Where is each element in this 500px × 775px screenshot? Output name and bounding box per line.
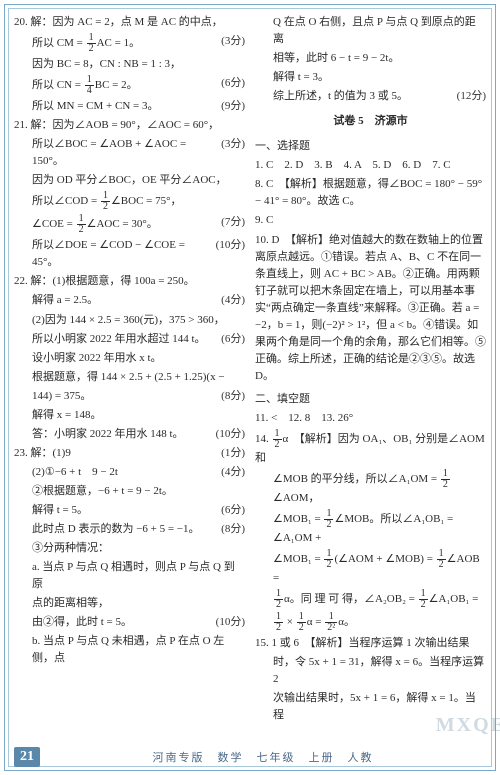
q21-l5: ∠COE = 12∠AOC = 30°。 (7分) <box>14 214 245 235</box>
q15-c: 次输出结果时，5x + 1 = 6，解得 x = 1。当程 <box>255 690 486 724</box>
cont-l2: 相等，此时 6 − t = 9 − 2t。 <box>255 50 486 67</box>
page-number: 21 <box>14 747 40 767</box>
q21-l6: 所以∠DOE = ∠COD − ∠COE = 45°。(10分) <box>14 237 245 271</box>
mc-line: 1. C 2. D 3. B 4. A 5. D 6. D 7. C <box>255 157 486 174</box>
q14-a: 14. 12α 【解析】因为 OA₁、OB₁ 分别是∠AOM 和 <box>255 429 486 467</box>
cont-l3: 解得 t = 3。 <box>255 69 486 86</box>
paper-title: 试卷 5 济源市 <box>255 113 486 130</box>
q22-l1: 22. 解：(1)根据题意，得 100a = 250。 <box>14 273 245 290</box>
q14-d: ∠MOB₁ = 12(∠AOM + ∠MOB) = 12∠AOB = <box>255 549 486 587</box>
fill-line: 11. < 12. 8 13. 26° <box>255 410 486 427</box>
cont-l4: 综上所述，t 的值为 3 或 5。(12分) <box>255 88 486 105</box>
q20-l5: 所以 MN = CM + CN = 3。(9分) <box>14 98 245 115</box>
q22-l8: 解得 x = 148。 <box>14 407 245 424</box>
q23-l7: a. 当点 P 与点 Q 相遇时，则点 P 与点 Q 到原 <box>14 559 245 593</box>
footer-text: 河南专版 数学 七年级 上册 人教 <box>40 749 486 765</box>
q15-b: 时，令 5x + 1 = 31，解得 x = 6。当程序运算 2 <box>255 654 486 688</box>
q22-l7: 144) = 375。(8分) <box>14 388 245 405</box>
q21-l2: 所以∠BOC = ∠AOB + ∠AOC = 150°。(3分) <box>14 136 245 170</box>
q23-l1: 23. 解：(1)9(1分) <box>14 445 245 462</box>
q22-l4: 所以小明家 2022 年用水超过 144 t。(6分) <box>14 331 245 348</box>
q21-l3: 因为 OD 平分∠BOC，OE 平分∠AOC， <box>14 172 245 189</box>
section-2: 二、填空题 <box>255 391 486 408</box>
cont-l1: Q 在点 O 右侧，且点 P 与点 Q 到原点的距离 <box>255 14 486 48</box>
left-column: 20. 解：因为 AC = 2，点 M 是 AC 的中点， 所以 CM = 12… <box>14 14 245 741</box>
right-column: Q 在点 O 右侧，且点 P 与点 Q 到原点的距离 相等，此时 6 − t =… <box>255 14 486 741</box>
q23-l4: 解得 t = 5。(6分) <box>14 502 245 519</box>
q22-l6: 根据题意，得 144 × 2.5 + (2.5 + 1.25)(x − <box>14 369 245 386</box>
q10: 10. D 【解析】绝对值越大的数在数轴上的位置离原点越远。①错误。若点 A、B… <box>255 232 486 385</box>
q14-c: ∠MOB₁ = 12∠MOB。所以∠A₁OB₁ = ∠A₁OM + <box>255 509 486 547</box>
q23-l9: 由②得，此时 t = 5。(10分) <box>14 614 245 631</box>
q21-l1: 21. 解：因为∠AOB = 90°，∠AOC = 60°， <box>14 117 245 134</box>
q22-l9: 答：小明家 2022 年用水 148 t。(10分) <box>14 426 245 443</box>
q23-l8: 点的距离相等， <box>14 595 245 612</box>
q8: 8. C 【解析】根据题意，得∠BOC = 180° − 59° − 41° =… <box>255 176 486 210</box>
q14-b: ∠MOB 的平分线，所以∠A₁OM = 12∠AOM， <box>255 469 486 507</box>
section-1: 一、选择题 <box>255 138 486 155</box>
q23-l5: 此时点 D 表示的数为 −6 + 5 = −1。(8分) <box>14 521 245 538</box>
q23-l6: ③分两种情况： <box>14 540 245 557</box>
q15-a: 15. 1 或 6 【解析】当程序运算 1 次输出结果 <box>255 635 486 652</box>
q22-l2: 解得 a = 2.5。(4分) <box>14 292 245 309</box>
footer: 21 河南专版 数学 七年级 上册 人教 <box>14 747 486 767</box>
q9: 9. C <box>255 212 486 229</box>
q23-l2: (2)①−6 + t 9 − 2t(4分) <box>14 464 245 481</box>
q21-l4: 所以∠COD = 12∠BOC = 75°， <box>14 191 245 212</box>
q14-f: 12 × 12α = 12²α。 <box>255 612 486 633</box>
q23-l10: b. 当点 P 与点 Q 未相遇，点 P 在点 O 左侧，点 <box>14 633 245 667</box>
q22-l5: 设小明家 2022 年用水 x t。 <box>14 350 245 367</box>
q20-l3: 因为 BC = 8，CN : NB = 1 : 3， <box>14 56 245 73</box>
q20-l2: 所以 CM = 12AC = 1。 (3分) <box>14 33 245 54</box>
q22-l3: (2)因为 144 × 2.5 = 360(元)，375 > 360， <box>14 312 245 329</box>
q23-l3: ②根据题意，−6 + t = 9 − 2t。 <box>14 483 245 500</box>
q14-e: 12α。同 理 可 得，∠A₂OB₂ = 12∠A₁OB₁ = <box>255 589 486 610</box>
q20-l1: 20. 解：因为 AC = 2，点 M 是 AC 的中点， <box>14 14 245 31</box>
q20-l4: 所以 CN = 14BC = 2。 (6分) <box>14 75 245 96</box>
